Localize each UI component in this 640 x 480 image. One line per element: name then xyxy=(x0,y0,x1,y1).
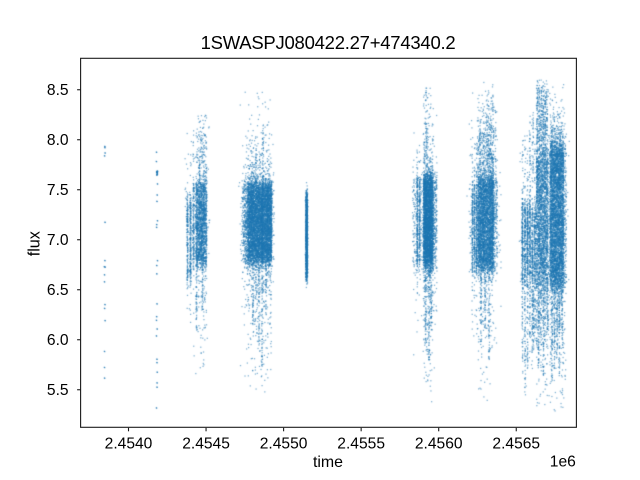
svg-text:6.0: 6.0 xyxy=(47,332,69,349)
svg-text:5.5: 5.5 xyxy=(47,382,69,399)
svg-text:7.0: 7.0 xyxy=(47,232,69,249)
svg-text:2.4560: 2.4560 xyxy=(415,436,463,453)
svg-text:2.4565: 2.4565 xyxy=(492,436,540,453)
svg-text:7.5: 7.5 xyxy=(47,182,69,199)
svg-text:2.4550: 2.4550 xyxy=(260,436,308,453)
svg-text:6.5: 6.5 xyxy=(47,282,69,299)
svg-text:1e6: 1e6 xyxy=(550,454,576,471)
svg-text:1SWASPJ080422.27+474340.2: 1SWASPJ080422.27+474340.2 xyxy=(201,32,456,53)
svg-text:2.4545: 2.4545 xyxy=(182,436,230,453)
svg-text:flux: flux xyxy=(26,231,44,256)
svg-text:8.0: 8.0 xyxy=(47,132,69,149)
svg-text:2.4540: 2.4540 xyxy=(105,436,153,453)
svg-text:time: time xyxy=(313,454,343,471)
svg-text:8.5: 8.5 xyxy=(47,82,69,99)
svg-text:2.4555: 2.4555 xyxy=(337,436,385,453)
